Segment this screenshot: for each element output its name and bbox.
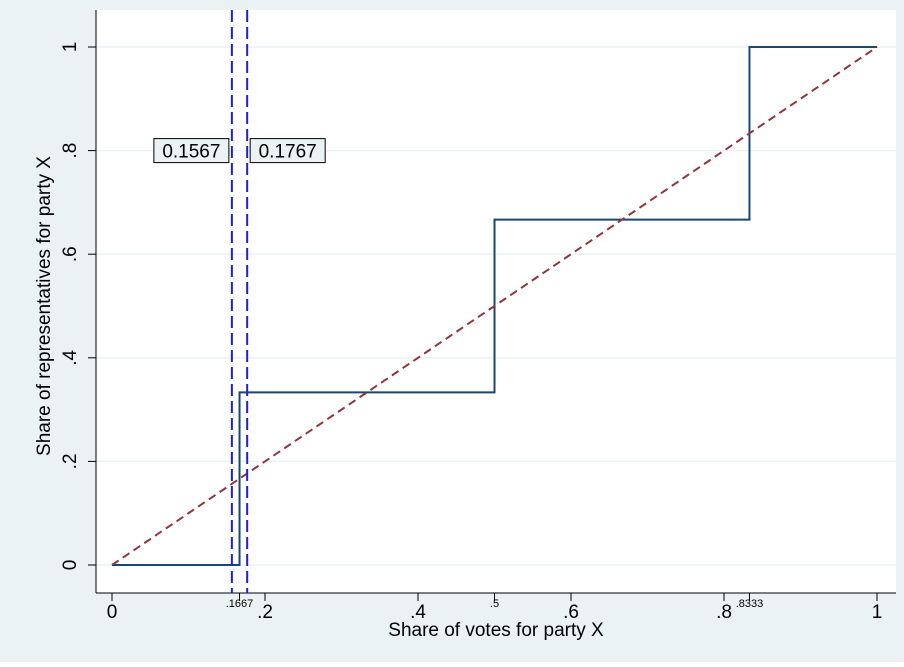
y-tick-label: .4 — [60, 349, 81, 365]
y-tick-label: .2 — [60, 453, 81, 469]
plot-area — [96, 10, 896, 593]
x-tick-label-small: .1667 — [226, 598, 254, 610]
y-axis-label: Share of representatives for party X — [34, 156, 55, 456]
x-tick-label: .6 — [563, 602, 579, 623]
x-tick-label: .4 — [410, 602, 426, 623]
y-tick-label: 0 — [60, 560, 81, 571]
y-tick-label: .6 — [60, 246, 81, 262]
x-tick-label: .8 — [716, 602, 732, 623]
reference-label: 0.1567 — [162, 142, 220, 163]
label-box — [249, 138, 326, 164]
y-tick-label: .8 — [60, 143, 81, 159]
label-box — [153, 138, 230, 164]
x-tick-label-small: .5 — [490, 598, 499, 610]
series-line — [111, 46, 878, 566]
x-tick-label: 1 — [872, 602, 883, 623]
reference-label: 0.1767 — [259, 142, 317, 163]
x-tick-label-small: .8333 — [736, 598, 764, 610]
x-tick-label: 0 — [107, 602, 118, 623]
x-tick-label: .2 — [257, 602, 273, 623]
y-tick-label: 1 — [60, 42, 81, 53]
x-axis-label: Share of votes for party X — [388, 620, 604, 641]
